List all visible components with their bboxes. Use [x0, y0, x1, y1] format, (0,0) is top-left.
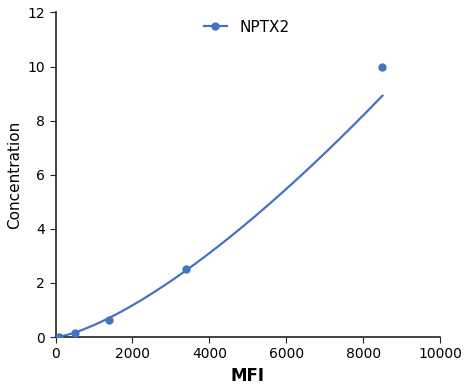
X-axis label: MFI: MFI [231, 367, 265, 385]
Y-axis label: Concentration: Concentration [7, 121, 22, 229]
Legend: NPTX2: NPTX2 [198, 14, 295, 41]
